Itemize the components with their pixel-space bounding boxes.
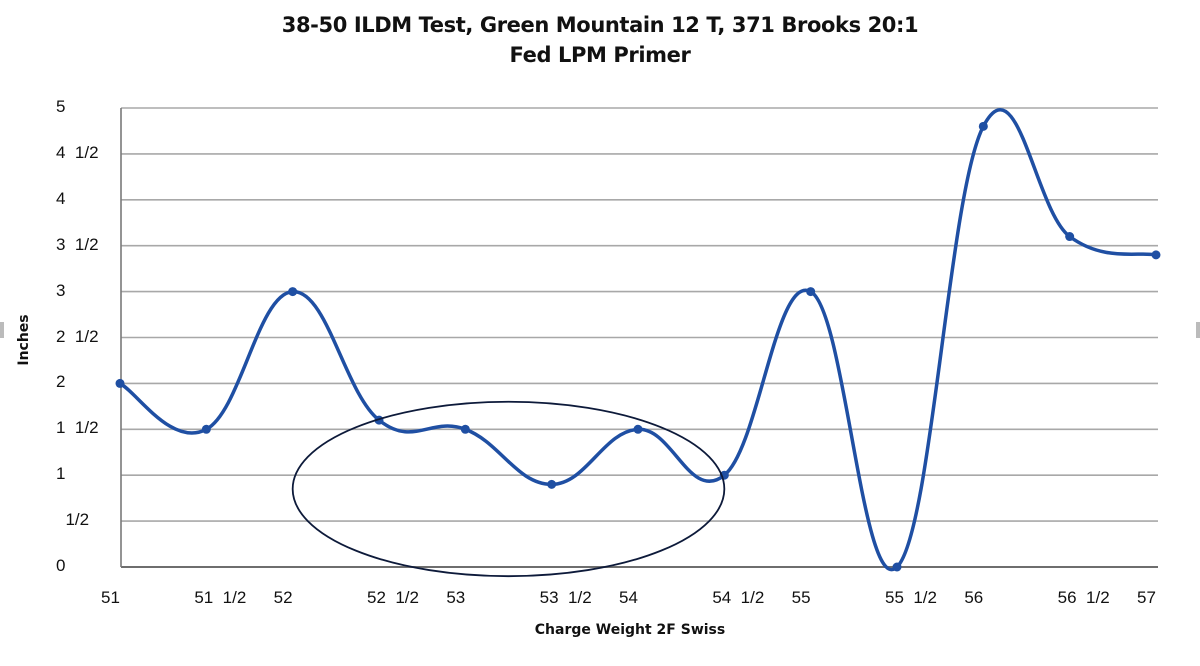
x-axis-label: Charge Weight 2F Swiss xyxy=(534,622,726,638)
y-tick-label: 1/2 xyxy=(56,510,90,530)
right-edge-artifact xyxy=(1196,322,1200,338)
data-point xyxy=(633,424,643,434)
x-tick-label: 52 xyxy=(273,588,293,607)
x-tick-label: 55 1/2 xyxy=(885,588,937,607)
x-tick-label: 54 1/2 xyxy=(712,588,765,607)
chart-title: 38-50 ILDM Test, Green Mountain 12 T, 37… xyxy=(0,10,1200,70)
data-point xyxy=(115,378,125,388)
data-point xyxy=(1151,250,1161,260)
y-tick-label: 3 1/2 xyxy=(56,234,99,254)
gridlines xyxy=(121,107,1158,568)
data-markers xyxy=(115,121,1161,572)
x-tick-label: 53 1/2 xyxy=(539,588,592,607)
x-tick-label: 53 xyxy=(446,588,466,607)
left-edge-artifact xyxy=(0,322,4,338)
x-tick-label: 54 xyxy=(619,588,638,607)
series-line xyxy=(118,108,1158,572)
y-tick-label: 3 xyxy=(56,280,66,300)
data-point xyxy=(201,424,211,434)
x-tick-label: 52 1/2 xyxy=(367,588,419,607)
y-tick-label: 4 1/2 xyxy=(56,142,99,162)
data-point xyxy=(892,562,902,572)
x-tick-label: 57 xyxy=(1137,588,1156,607)
y-tick-label: 1 xyxy=(56,464,66,484)
data-point xyxy=(806,287,816,297)
data-point xyxy=(547,479,557,489)
y-tick-label: 1 1/2 xyxy=(56,418,99,438)
data-point xyxy=(1065,232,1075,242)
y-tick-label: 2 xyxy=(56,372,66,392)
y-tick-label: 5 xyxy=(56,97,66,116)
x-tick-label: 55 xyxy=(791,588,811,607)
chart-subtitle: Fed LPM Primer xyxy=(509,43,691,67)
data-point xyxy=(460,424,470,434)
data-point xyxy=(978,121,988,131)
y-tick-label: 4 xyxy=(56,188,66,208)
y-tick-label: 0 xyxy=(56,556,66,575)
x-tick-label: 51 1/2 xyxy=(194,588,247,607)
annotation-ellipse xyxy=(291,400,726,578)
x-tick-label: 51 xyxy=(101,588,120,607)
data-point xyxy=(288,287,298,297)
x-tick-label: 56 1/2 xyxy=(1057,588,1110,607)
x-tick-label: 56 xyxy=(964,588,984,607)
y-tick-label: 2 1/2 xyxy=(56,326,99,346)
chart-title-line1: 38-50 ILDM Test, Green Mountain 12 T, 37… xyxy=(281,13,919,37)
